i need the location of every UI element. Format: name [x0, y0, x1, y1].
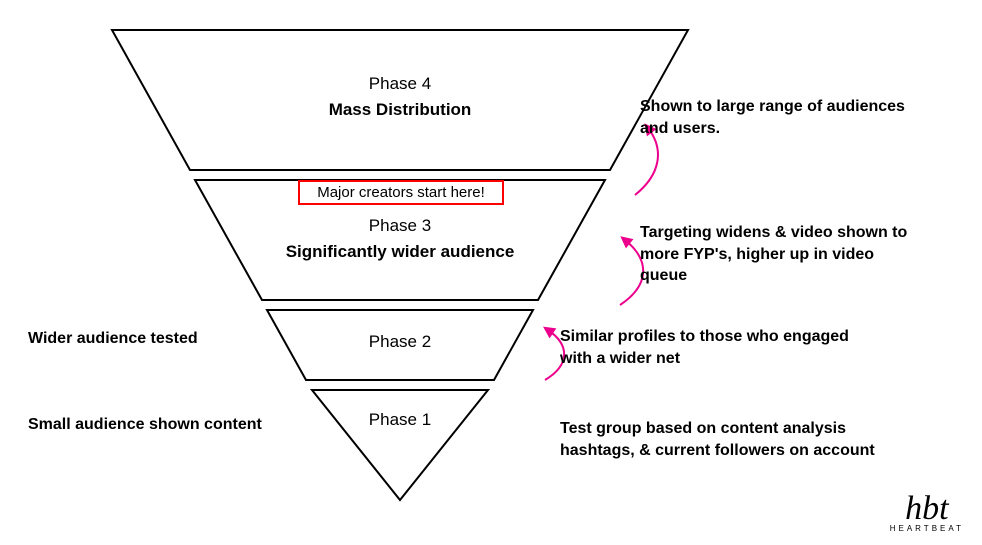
phase-label-phase4: Phase 4 Mass Distribution	[329, 74, 472, 120]
left-annotation-0: Wider audience tested	[28, 328, 198, 350]
phase-title: Phase 3	[286, 216, 515, 236]
left-annotation-1: Small audience shown content	[28, 414, 262, 436]
funnel-level-phase1	[312, 390, 488, 500]
phase-label-phase2: Phase 2	[369, 332, 431, 358]
phase-title: Phase 4	[329, 74, 472, 94]
phase-label-phase1: Phase 1	[369, 410, 431, 436]
major-creators-callout: Major creators start here!	[298, 180, 504, 205]
heartbeat-logo: hbt HEARTBEAT	[890, 495, 964, 533]
logo-subtext: HEARTBEAT	[890, 524, 964, 533]
right-annotation-1: Targeting widens & video shown tomore FY…	[640, 222, 907, 287]
phase-title: Phase 2	[369, 332, 431, 352]
right-annotation-0: Shown to large range of audiencesand use…	[640, 96, 905, 139]
funnel-diagram: Phase 4 Mass Distribution Phase 3 Significa…	[0, 0, 982, 545]
logo-script: hbt	[890, 495, 964, 522]
phase-subtitle: Mass Distribution	[329, 100, 472, 120]
phase-label-phase3: Phase 3 Significantly wider audience	[286, 216, 515, 262]
phase-subtitle: Significantly wider audience	[286, 242, 515, 262]
right-annotation-3: Test group based on content analysishash…	[560, 418, 875, 461]
right-annotation-2: Similar profiles to those who engagedwit…	[560, 326, 849, 369]
phase-title: Phase 1	[369, 410, 431, 430]
